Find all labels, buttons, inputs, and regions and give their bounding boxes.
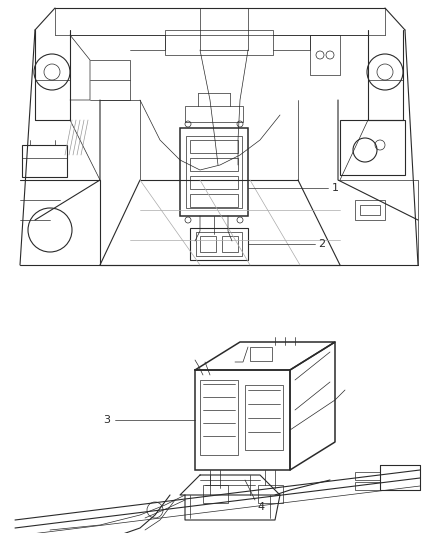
Bar: [190, 158, 238, 171]
Text: 2: 2: [318, 239, 325, 249]
Text: 3: 3: [103, 415, 110, 425]
Bar: [258, 485, 283, 503]
Bar: [186, 136, 242, 208]
Bar: [355, 472, 380, 480]
Bar: [222, 236, 238, 252]
Bar: [165, 30, 273, 55]
Bar: [196, 232, 242, 256]
Bar: [190, 176, 238, 189]
Bar: [200, 236, 216, 252]
Text: 4: 4: [257, 502, 264, 512]
Bar: [190, 194, 238, 207]
Bar: [355, 200, 385, 220]
Bar: [200, 380, 238, 455]
Bar: [190, 140, 238, 153]
Bar: [250, 347, 272, 361]
Text: 1: 1: [332, 183, 339, 193]
Bar: [185, 106, 243, 122]
Bar: [203, 485, 228, 503]
Bar: [355, 482, 380, 490]
Bar: [190, 228, 248, 260]
Bar: [195, 370, 290, 470]
Bar: [340, 120, 405, 175]
Bar: [180, 128, 248, 216]
Bar: [245, 385, 283, 450]
Bar: [22, 145, 67, 177]
Bar: [360, 205, 380, 215]
